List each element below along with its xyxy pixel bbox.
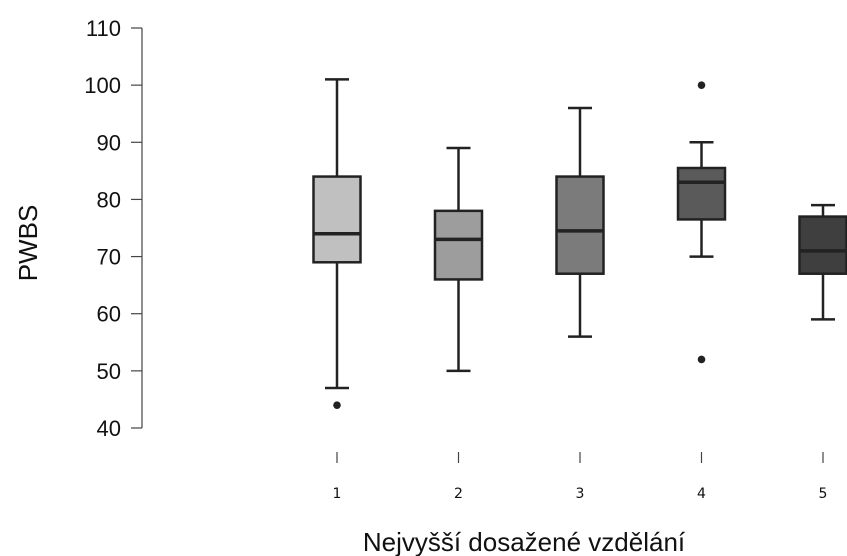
outlier-point bbox=[697, 355, 706, 364]
box-iqr bbox=[798, 215, 847, 275]
x-tick-label-1: 1 bbox=[333, 486, 342, 502]
box-2 bbox=[433, 146, 484, 373]
x-tick-label-5: 5 bbox=[819, 486, 828, 502]
y-axis: 40 50 60 70 80 90 100 110 bbox=[84, 16, 143, 441]
y-axis-title: PWBS bbox=[13, 205, 43, 282]
x-axis: 1 2 3 4 5 bbox=[333, 452, 828, 502]
box-5 bbox=[798, 203, 847, 321]
box-4 bbox=[676, 81, 727, 364]
box-1 bbox=[312, 78, 362, 409]
outlier-point bbox=[333, 401, 341, 409]
y-tick-label-60: 60 bbox=[97, 302, 121, 327]
y-tick-label-80: 80 bbox=[97, 187, 121, 212]
box-iqr bbox=[555, 175, 605, 275]
x-tick-label-3: 3 bbox=[576, 486, 585, 502]
y-tick-label-70: 70 bbox=[97, 245, 121, 270]
box-iqr bbox=[676, 166, 727, 221]
y-tick-label-100: 100 bbox=[84, 73, 121, 98]
boxes bbox=[312, 78, 847, 409]
box-iqr bbox=[312, 175, 362, 264]
y-tick-label-50: 50 bbox=[97, 359, 121, 384]
x-tick-label-4: 4 bbox=[697, 486, 706, 502]
x-axis-title: Nejvyšší dosažené vzdělání bbox=[363, 527, 686, 556]
y-tick-label-40: 40 bbox=[97, 416, 121, 441]
box-3 bbox=[555, 106, 605, 338]
y-tick-label-110: 110 bbox=[86, 16, 121, 41]
y-tick-label-90: 90 bbox=[97, 130, 121, 155]
x-tick-label-2: 2 bbox=[454, 486, 463, 502]
box-iqr bbox=[433, 209, 484, 281]
outlier-point bbox=[697, 81, 706, 89]
